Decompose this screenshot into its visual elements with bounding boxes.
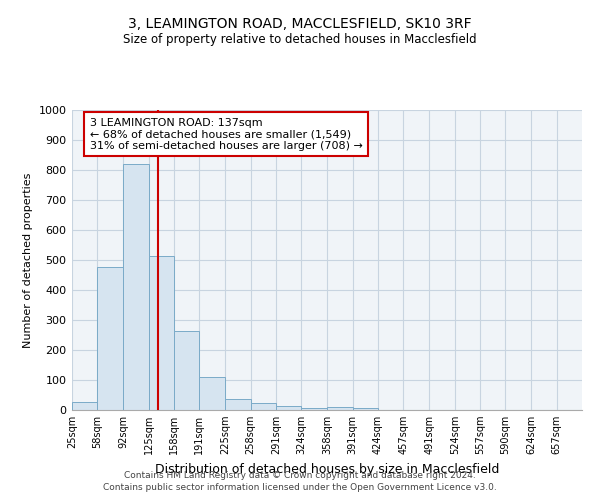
Bar (199, 377, 226, 410)
Bar (174, 330, 199, 410)
X-axis label: Distribution of detached houses by size in Macclesfield: Distribution of detached houses by size … (155, 462, 499, 475)
Text: 3, LEAMINGTON ROAD, MACCLESFIELD, SK10 3RF: 3, LEAMINGTON ROAD, MACCLESFIELD, SK10 3… (128, 18, 472, 32)
Bar (301, 408, 328, 410)
Text: 3 LEAMINGTON ROAD: 137sqm
← 68% of detached houses are smaller (1,549)
31% of se: 3 LEAMINGTON ROAD: 137sqm ← 68% of detac… (90, 118, 363, 150)
Bar (97, 266, 124, 410)
Bar (328, 407, 353, 410)
Bar (226, 398, 251, 410)
Text: Contains HM Land Registry data © Crown copyright and database right 2024.: Contains HM Land Registry data © Crown c… (124, 471, 476, 480)
Bar (149, 256, 174, 410)
Text: Contains public sector information licensed under the Open Government Licence v3: Contains public sector information licen… (103, 484, 497, 492)
Bar (353, 408, 378, 410)
Bar (72, 402, 97, 410)
Bar (124, 164, 149, 410)
Text: Size of property relative to detached houses in Macclesfield: Size of property relative to detached ho… (123, 32, 477, 46)
Bar (251, 404, 276, 410)
Bar (276, 406, 301, 410)
Y-axis label: Number of detached properties: Number of detached properties (23, 172, 33, 348)
